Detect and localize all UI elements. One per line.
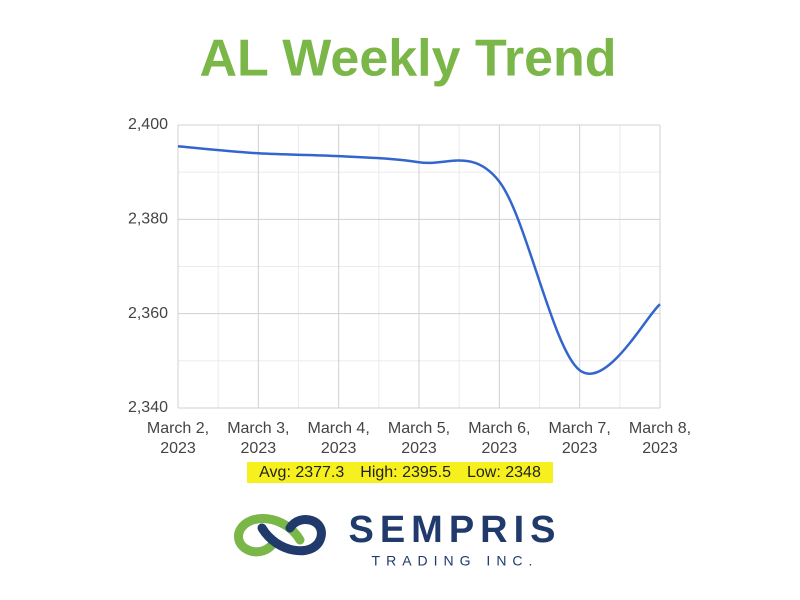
line: [177, 144, 661, 375]
stats-banner: Avg: 2377.3 High: 2395.5 Low: 2348: [0, 462, 800, 483]
y-tick-label: 2,380: [128, 211, 168, 228]
x-tick-label: March 5, 2023: [387, 420, 451, 457]
x-tick-label: March 4, 2023: [307, 420, 370, 457]
grid: [177, 124, 661, 409]
stat: Avg: 2377.3: [259, 464, 345, 481]
logo-tagline: TRADING INC.: [372, 553, 539, 569]
stat: Low: 2348: [467, 464, 541, 481]
stat: High: 2395.5: [360, 464, 451, 481]
x-tick-label: March 8, 2023: [628, 420, 692, 457]
y-tick-label: 2,340: [128, 399, 168, 416]
x-tick-label: March 6, 2023: [468, 420, 531, 457]
x-tick-label: March 7, 2023: [548, 420, 611, 457]
logo-icon: [234, 514, 326, 557]
y-tick-label: 2,360: [128, 305, 168, 322]
stats-box: Avg: 2377.3 High: 2395.5 Low: 2348: [247, 462, 553, 483]
x-tick-label: March 2, 2023: [146, 420, 210, 457]
logo-name: SEMPRIS: [348, 509, 561, 551]
y-tick-label: 2,400: [128, 116, 168, 133]
x-tick-label: March 3, 2023: [227, 420, 290, 457]
chart-title: AL Weekly Trend: [199, 30, 616, 88]
